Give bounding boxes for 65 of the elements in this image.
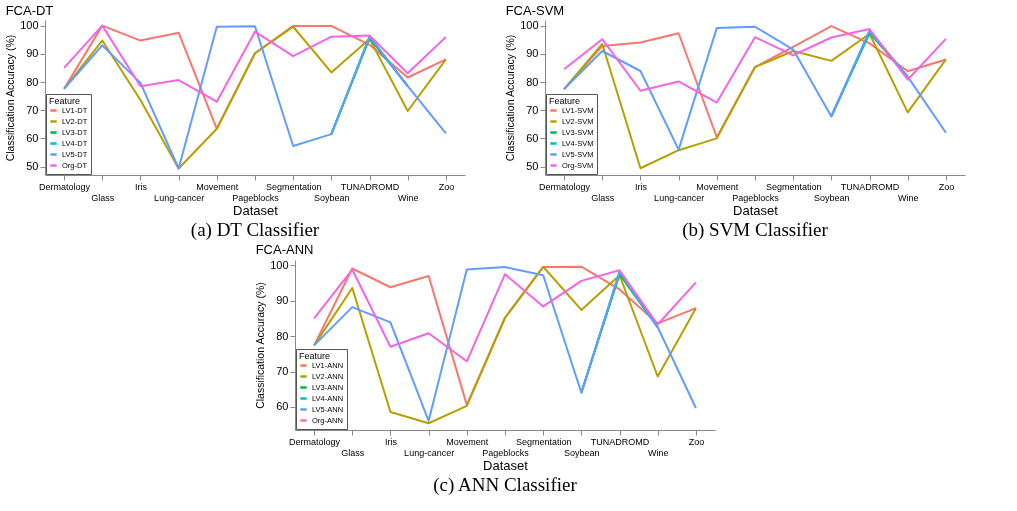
x-tick-label: Segmentation xyxy=(515,436,572,447)
x-tick-label: Wine xyxy=(397,192,419,203)
x-tick-label: Movement xyxy=(446,436,489,447)
x-tick-label: Iris xyxy=(634,181,648,192)
y-tick-label: 80 xyxy=(26,75,39,88)
x-tick-label: Lung-cancer xyxy=(154,192,205,203)
x-tick-label: Zoo xyxy=(688,436,705,447)
x-tick-label: Wine xyxy=(647,447,669,458)
text: (b) SVM Classifier xyxy=(682,219,829,241)
y-tick-label: 70 xyxy=(526,103,539,116)
y-axis-title: Classification Accuracy (%) xyxy=(254,282,267,409)
y-tick-label: 90 xyxy=(26,47,39,60)
chart-title: FCA-DT xyxy=(5,2,54,18)
x-tick-label: Movement xyxy=(696,181,739,192)
legend-title: Feature xyxy=(549,96,581,106)
x-tick-label: TUNADROMD xyxy=(340,181,400,192)
x-axis-title: Dataset xyxy=(483,457,529,473)
chart-title: FCA-ANN xyxy=(255,242,314,258)
x-axis-title: Dataset xyxy=(733,202,779,218)
x-tick-label: Dermatology xyxy=(289,436,341,447)
y-tick-label: 100 xyxy=(520,19,539,32)
x-tick-label: Dermatology xyxy=(539,181,591,192)
x-tick-label: Pageblocks xyxy=(732,192,780,203)
y-tick-label: 50 xyxy=(26,160,39,173)
x-tick-label: Iris xyxy=(384,436,398,447)
y-axis-title: Classification Accuracy (%) xyxy=(504,34,517,162)
x-tick-label: Pageblocks xyxy=(232,192,280,203)
x-tick-label: TUNADROMD xyxy=(590,436,650,447)
x-tick-label: Lung-cancer xyxy=(654,192,705,203)
text: (c) ANN Classifier xyxy=(433,474,578,496)
x-tick-label: Soybean xyxy=(814,192,850,203)
x-tick-label: Glass xyxy=(341,447,365,458)
x-tick-label: Wine xyxy=(897,192,919,203)
y-tick-label: 100 xyxy=(20,19,39,32)
legend-title: Feature xyxy=(299,351,331,361)
y-tick-label: 60 xyxy=(276,400,289,413)
x-tick-label: Movement xyxy=(196,181,239,192)
y-tick-label: 80 xyxy=(276,329,289,342)
y-tick-label: 70 xyxy=(276,365,289,378)
x-tick-label: Soybean xyxy=(314,192,350,203)
x-tick-label: Soybean xyxy=(564,447,600,458)
y-tick-label: 80 xyxy=(526,75,539,88)
text: (a) DT Classifier xyxy=(190,219,320,241)
x-tick-label: Glass xyxy=(591,192,615,203)
y-tick-label: 90 xyxy=(276,294,289,307)
y-tick-label: 100 xyxy=(270,258,289,271)
x-tick-label: Iris xyxy=(134,181,148,192)
x-tick-label: Dermatology xyxy=(39,181,91,192)
x-tick-label: Segmentation xyxy=(265,181,322,192)
x-tick-label: Zoo xyxy=(938,181,955,192)
chart-title: FCA-SVM xyxy=(505,2,565,18)
x-axis-title: Dataset xyxy=(233,202,279,218)
legend-title: Feature xyxy=(49,96,81,106)
y-tick-label: 90 xyxy=(526,47,539,60)
y-tick-label: 50 xyxy=(526,160,539,173)
x-tick-label: Zoo xyxy=(438,181,455,192)
x-tick-label: Segmentation xyxy=(765,181,822,192)
y-tick-label: 60 xyxy=(26,131,39,144)
y-tick-label: 60 xyxy=(526,131,539,144)
x-tick-label: Pageblocks xyxy=(482,447,530,458)
x-tick-label: Glass xyxy=(91,192,115,203)
x-tick-label: TUNADROMD xyxy=(840,181,900,192)
x-tick-label: Lung-cancer xyxy=(404,447,455,458)
y-axis-title: Classification Accuracy (%) xyxy=(4,34,17,162)
y-tick-label: 70 xyxy=(26,103,39,116)
